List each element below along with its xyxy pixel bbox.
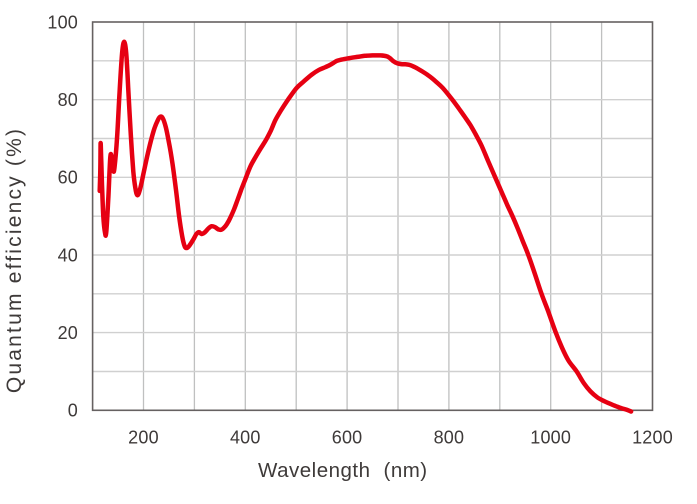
svg-text:800: 800	[434, 428, 465, 448]
svg-text:200: 200	[128, 428, 159, 448]
svg-text:Wavelength(nm): Wavelength (nm)	[258, 459, 428, 482]
svg-text:0: 0	[68, 401, 78, 421]
svg-text:Quantum efficiency (%): Quantum efficiency (%)	[3, 127, 26, 393]
svg-text:40: 40	[58, 245, 78, 265]
svg-text:100: 100	[47, 12, 78, 32]
svg-text:600: 600	[332, 428, 363, 448]
svg-text:1200: 1200	[632, 428, 673, 448]
svg-text:400: 400	[230, 428, 261, 448]
svg-text:20: 20	[58, 323, 78, 343]
svg-text:1000: 1000	[530, 428, 571, 448]
svg-text:80: 80	[58, 90, 78, 110]
svg-text:60: 60	[58, 168, 78, 188]
